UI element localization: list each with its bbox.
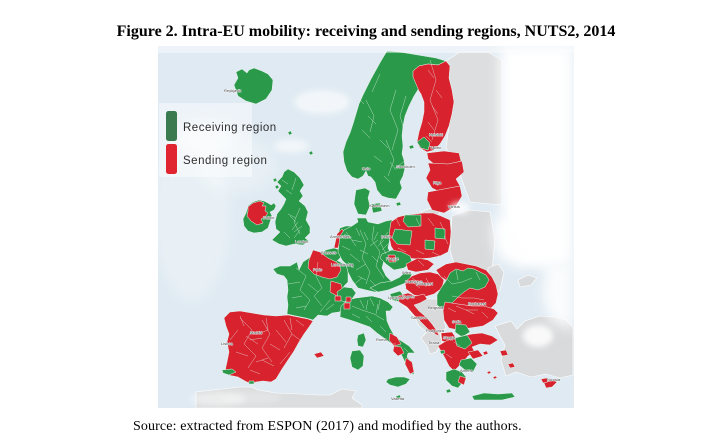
svg-text:Sending region: Sending region bbox=[183, 155, 267, 167]
svg-text:Berlin: Berlin bbox=[381, 234, 391, 239]
svg-text:London: London bbox=[295, 239, 308, 244]
svg-text:Tirana: Tirana bbox=[428, 340, 440, 345]
svg-text:Valletta: Valletta bbox=[391, 396, 405, 401]
svg-text:Stockholm: Stockholm bbox=[396, 164, 415, 169]
svg-text:Vilnius: Vilnius bbox=[448, 204, 460, 209]
svg-text:Roma: Roma bbox=[376, 337, 387, 342]
svg-text:Bucharest: Bucharest bbox=[468, 301, 487, 306]
svg-text:Belgrade: Belgrade bbox=[428, 305, 445, 310]
svg-text:Skopje: Skopje bbox=[443, 335, 456, 340]
svg-text:Receiving region: Receiving region bbox=[183, 122, 277, 134]
svg-text:Tallinn: Tallinn bbox=[430, 145, 441, 150]
svg-text:Wien: Wien bbox=[402, 270, 411, 275]
svg-text:København: København bbox=[369, 203, 389, 208]
svg-text:Paris: Paris bbox=[313, 267, 322, 272]
svg-text:Budapest: Budapest bbox=[416, 281, 434, 286]
svg-text:Helsinki: Helsinki bbox=[429, 132, 443, 137]
svg-text:Prague: Prague bbox=[386, 256, 400, 261]
svg-text:Brussels: Brussels bbox=[321, 250, 336, 255]
svg-text:Bratislava: Bratislava bbox=[405, 279, 423, 284]
svg-text:Ljubljana: Ljubljana bbox=[388, 295, 405, 300]
svg-text:Reykjavik: Reykjavik bbox=[224, 88, 241, 93]
svg-text:Sofia: Sofia bbox=[452, 319, 462, 324]
svg-text:Oslo: Oslo bbox=[362, 166, 371, 171]
svg-text:Podgorica: Podgorica bbox=[426, 328, 445, 333]
svg-text:Amsterdam: Amsterdam bbox=[330, 234, 351, 239]
svg-text:Athens: Athens bbox=[460, 368, 472, 373]
svg-text:Luxembourg: Luxembourg bbox=[331, 262, 353, 267]
svg-text:Nicosia: Nicosia bbox=[547, 377, 561, 382]
svg-text:Riga: Riga bbox=[433, 180, 442, 185]
svg-text:Dublin: Dublin bbox=[263, 215, 274, 220]
svg-text:Lisboa: Lisboa bbox=[221, 341, 234, 346]
svg-text:Madrid: Madrid bbox=[250, 330, 262, 335]
svg-text:Sarajevo: Sarajevo bbox=[411, 315, 428, 320]
svg-text:Zagreb: Zagreb bbox=[402, 294, 415, 299]
